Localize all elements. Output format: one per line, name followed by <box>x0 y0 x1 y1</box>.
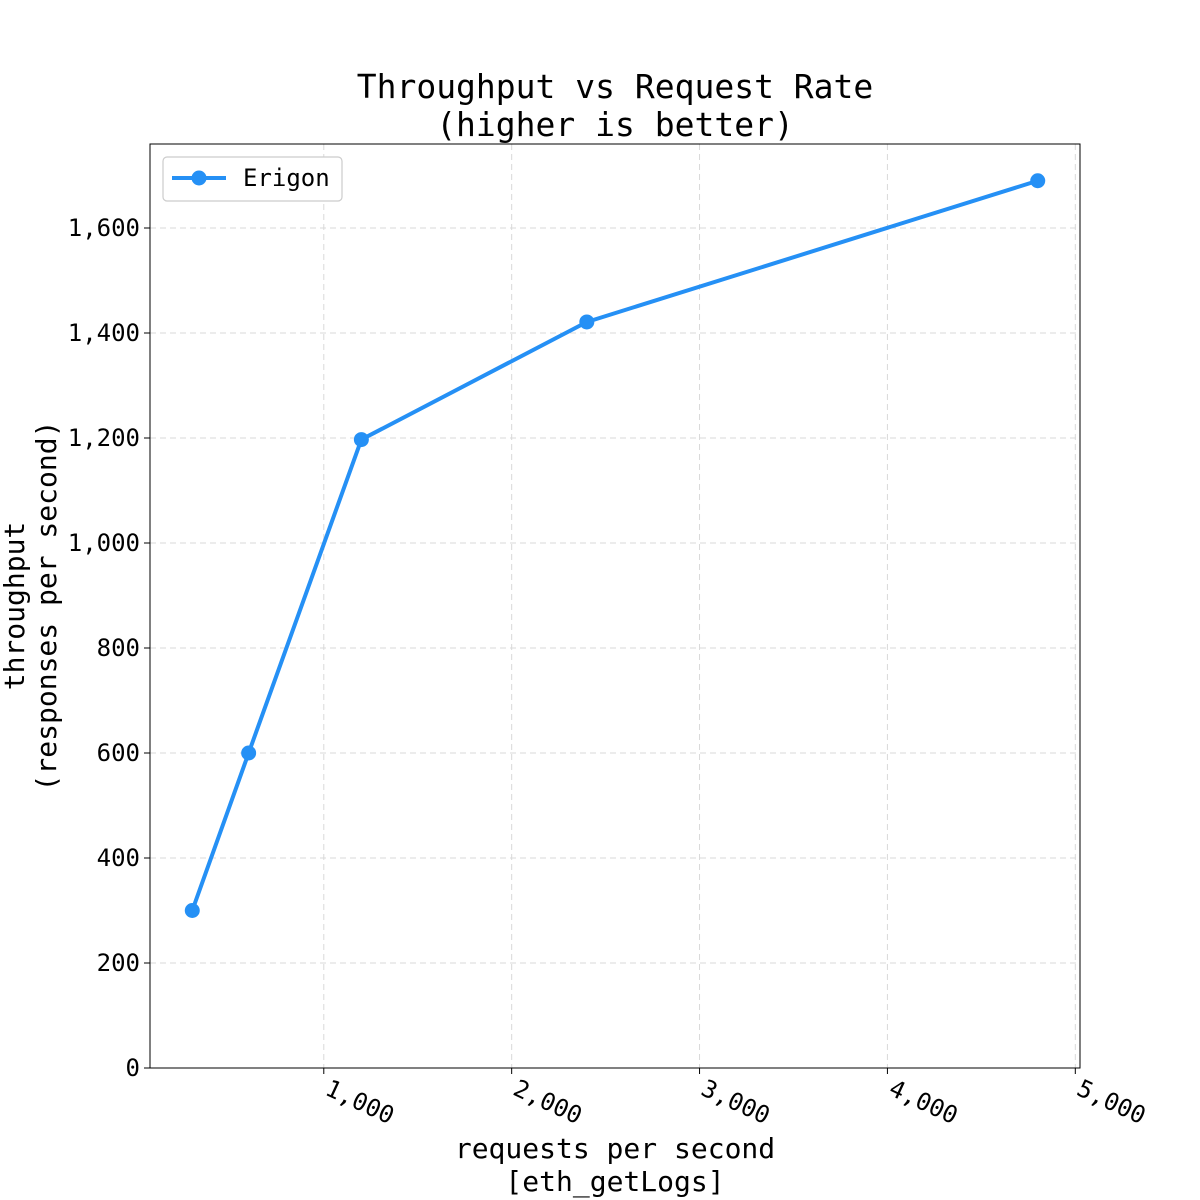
legend-label-erigon: Erigon <box>243 164 330 192</box>
x-axis-label-sub: [eth_getLogs] <box>505 1165 724 1199</box>
x-tick-label: 3,000 <box>697 1074 774 1130</box>
y-tick-label: 0 <box>126 1054 140 1082</box>
y-axis-label: throughput <box>0 522 31 691</box>
chart-subtitle: (higher is better) <box>436 105 794 144</box>
y-axis-ticks: 0 200 400 600 800 1,000 1,200 1,400 1,600 <box>68 214 150 1082</box>
x-tick-label: 5,000 <box>1073 1074 1150 1130</box>
y-tick-label: 1,400 <box>68 319 140 347</box>
series-layer <box>184 173 1046 918</box>
legend: Erigon <box>162 156 343 202</box>
y-tick-label: 1,000 <box>68 529 140 557</box>
grid <box>150 144 1080 1068</box>
x-tick-label: 1,000 <box>321 1074 398 1130</box>
y-axis-label-sub: (responses per second) <box>30 421 63 792</box>
y-tick-label: 600 <box>97 739 140 767</box>
data-point <box>579 314 595 330</box>
y-tick-label: 1,200 <box>68 424 140 452</box>
y-tick-label: 1,600 <box>68 214 140 242</box>
data-point <box>241 745 257 761</box>
y-tick-label: 200 <box>97 949 140 977</box>
x-tick-label: 4,000 <box>885 1074 962 1130</box>
series-line-erigon <box>190 178 1039 912</box>
data-point <box>1030 173 1046 189</box>
data-point <box>353 432 369 448</box>
data-point <box>184 903 200 918</box>
plot-frame <box>149 143 1081 1069</box>
x-axis-ticks: 1,000 2,000 3,000 4,000 5,000 <box>321 1068 1150 1130</box>
chart-title: Throughput vs Request Rate <box>357 67 874 106</box>
y-tick-label: 800 <box>97 634 140 662</box>
x-axis-label: requests per second <box>455 1132 775 1165</box>
x-tick-label: 2,000 <box>509 1074 586 1130</box>
y-tick-label: 400 <box>97 844 140 872</box>
legend-marker-erigon <box>191 170 207 186</box>
legend-box <box>162 156 343 202</box>
